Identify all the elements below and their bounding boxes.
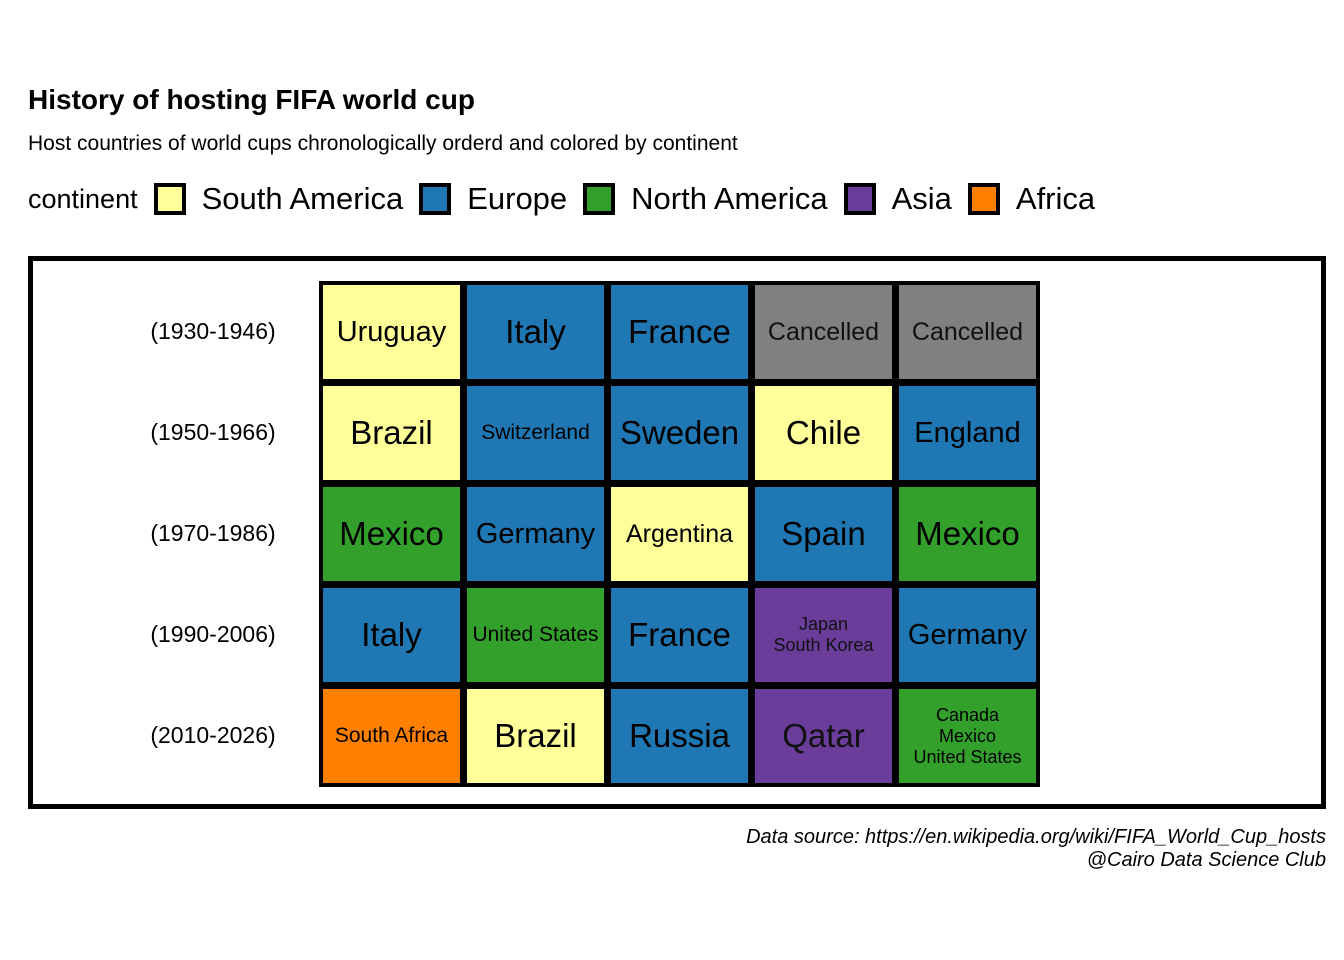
host-cell-germany: Germany xyxy=(895,584,1040,686)
row-label: (1950-1966) xyxy=(150,419,276,445)
legend-label-south-america: South America xyxy=(201,181,404,216)
legend-label-africa: Africa xyxy=(1015,181,1096,216)
host-cell-italy: Italy xyxy=(463,281,608,383)
row-label: (1930-1946) xyxy=(150,318,276,344)
host-cell-japan-south-korea: Japan South Korea xyxy=(751,584,896,686)
host-label: Canada Mexico United States xyxy=(913,704,1022,767)
host-cell-france: France xyxy=(607,584,752,686)
host-label: Germany xyxy=(475,517,596,550)
legend-swatch-africa xyxy=(967,183,1000,215)
host-cell-uruguay: Uruguay xyxy=(319,281,464,383)
host-label: England xyxy=(914,416,1021,449)
host-cell-mexico: Mexico xyxy=(319,483,464,585)
host-cell-argentina: Argentina xyxy=(607,483,752,585)
host-label: France xyxy=(628,616,731,653)
host-label: Mexico xyxy=(915,515,1020,552)
host-cell-england: England xyxy=(895,382,1040,484)
host-cell-switzerland: Switzerland xyxy=(463,382,608,484)
host-label: Japan South Korea xyxy=(773,614,874,655)
host-cell-germany: Germany xyxy=(463,483,608,585)
chart-subtitle: Host countries of world cups chronologic… xyxy=(28,132,738,155)
host-label: Cancelled xyxy=(767,317,880,346)
legend-item-north-america: North America xyxy=(583,181,828,217)
legend-label-europe: Europe xyxy=(467,181,568,216)
host-grid: Uruguay Italy France Cancelled Cancelled Braz… xyxy=(319,281,1046,791)
host-cell-south-africa: South Africa xyxy=(319,685,464,787)
legend-label-north-america: North America xyxy=(631,181,828,216)
legend-swatch-europe xyxy=(419,183,452,215)
host-label: Italy xyxy=(361,616,422,653)
host-label: Spain xyxy=(781,515,866,552)
host-label: Brazil xyxy=(494,717,577,754)
host-label: Mexico xyxy=(339,515,444,552)
host-label: Qatar xyxy=(782,717,865,754)
caption: Data source: https://en.wikipedia.org/wi… xyxy=(746,826,1326,872)
legend-item-asia: Asia xyxy=(843,181,952,217)
legend-swatch-south-america xyxy=(153,183,186,215)
legend-label-asia: Asia xyxy=(891,181,952,216)
host-label: Brazil xyxy=(350,414,433,451)
host-label: Uruguay xyxy=(336,315,447,348)
host-cell-russia: Russia xyxy=(607,685,752,787)
host-label: South Africa xyxy=(334,724,449,747)
host-label: Russia xyxy=(629,717,730,754)
host-label: Sweden xyxy=(619,414,740,451)
legend: continent South America Europe North Ame… xyxy=(28,178,1111,220)
host-cell-france: France xyxy=(607,281,752,383)
host-label: Switzerland xyxy=(481,421,590,444)
host-cell-canada-mexico-united-states: Canada Mexico United States xyxy=(895,685,1040,787)
host-label: Argentina xyxy=(625,519,734,548)
host-label: France xyxy=(628,313,731,350)
host-cell-cancelled: Cancelled xyxy=(895,281,1040,383)
host-cell-spain: Spain xyxy=(751,483,896,585)
host-cell-brazil: Brazil xyxy=(463,685,608,787)
host-label: Cancelled xyxy=(911,317,1024,346)
legend-item-south-america: South America xyxy=(153,181,404,217)
host-cell-italy: Italy xyxy=(319,584,464,686)
chart-panel: Uruguay Italy France Cancelled Cancelled Braz… xyxy=(28,256,1326,809)
legend-item-europe: Europe xyxy=(419,181,567,217)
row-label: (1970-1986) xyxy=(150,520,276,546)
legend-swatch-north-america xyxy=(583,183,616,215)
legend-title: continent xyxy=(28,183,138,214)
host-label: United States xyxy=(472,623,599,646)
host-cell-sweden: Sweden xyxy=(607,382,752,484)
host-cell-mexico: Mexico xyxy=(895,483,1040,585)
caption-source: Data source: https://en.wikipedia.org/wi… xyxy=(746,826,1326,848)
chart-title: History of hosting FIFA world cup xyxy=(28,84,475,115)
legend-swatch-asia xyxy=(843,183,876,215)
host-label: Germany xyxy=(907,618,1028,651)
row-label: (2010-2026) xyxy=(150,722,276,748)
host-cell-chile: Chile xyxy=(751,382,896,484)
caption-credit: @Cairo Data Science Club xyxy=(1086,849,1326,871)
host-label: Italy xyxy=(505,313,566,350)
host-cell-qatar: Qatar xyxy=(751,685,896,787)
host-cell-united-states: United States xyxy=(463,584,608,686)
legend-item-africa: Africa xyxy=(967,181,1096,217)
row-label: (1990-2006) xyxy=(150,621,276,647)
host-label: Chile xyxy=(785,414,862,451)
host-cell-cancelled: Cancelled xyxy=(751,281,896,383)
host-cell-brazil: Brazil xyxy=(319,382,464,484)
